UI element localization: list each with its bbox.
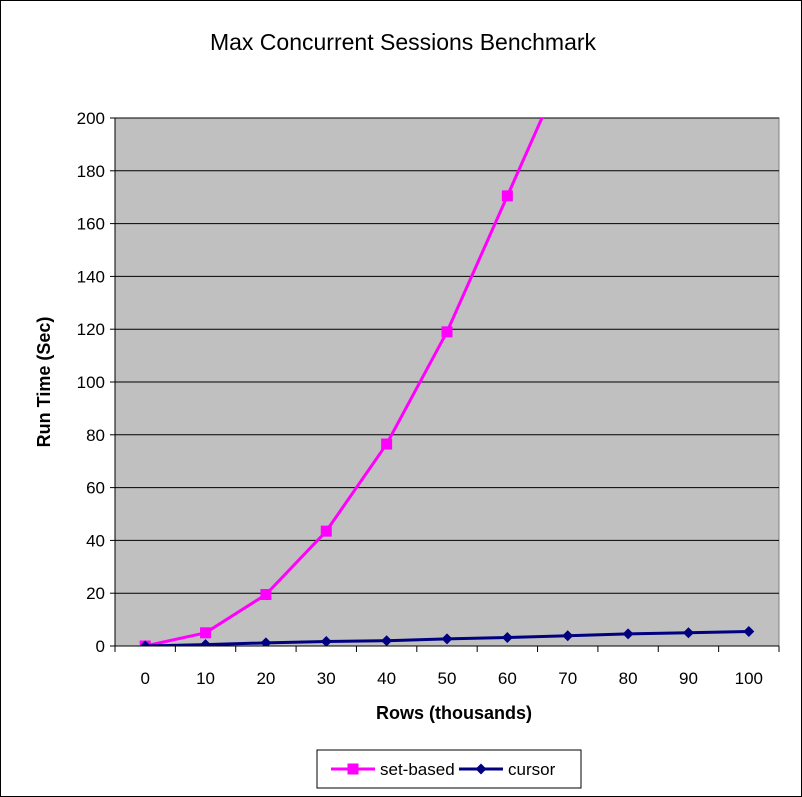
y-tick-label: 0 xyxy=(96,637,105,656)
data-point xyxy=(347,763,359,775)
y-tick-label: 180 xyxy=(77,162,105,181)
y-axis-title: Run Time (Sec) xyxy=(34,317,54,448)
x-tick-label: 40 xyxy=(377,669,396,688)
x-tick-label: 0 xyxy=(140,669,149,688)
y-tick-label: 80 xyxy=(86,426,105,445)
y-tick-label: 60 xyxy=(86,479,105,498)
y-tick-label: 40 xyxy=(86,531,105,550)
data-point xyxy=(441,326,453,338)
y-tick-label: 160 xyxy=(77,215,105,234)
x-tick-label: 10 xyxy=(196,669,215,688)
x-tick-label: 30 xyxy=(317,669,336,688)
y-tick-label: 20 xyxy=(86,584,105,603)
series-layer xyxy=(139,54,755,646)
data-point xyxy=(622,628,634,640)
y-tick-label: 140 xyxy=(77,267,105,286)
x-tick-label: 70 xyxy=(558,669,577,688)
x-tick-label: 80 xyxy=(619,669,638,688)
data-point xyxy=(139,640,151,646)
y-tick-label: 120 xyxy=(77,320,105,339)
data-point xyxy=(260,637,272,646)
x-axis-title: Rows (thousands) xyxy=(376,703,532,723)
series-cursor xyxy=(139,625,755,646)
data-point xyxy=(562,54,573,65)
legend-item-set-based: set-based xyxy=(331,760,455,779)
x-tick-label: 20 xyxy=(256,669,275,688)
data-point xyxy=(200,627,212,639)
series-line xyxy=(144,118,544,646)
data-point xyxy=(743,625,755,637)
chart-title: Max Concurrent Sessions Benchmark xyxy=(210,29,597,55)
x-tick-label: 60 xyxy=(498,669,517,688)
legend-label: set-based xyxy=(380,760,455,779)
x-tick-label: 50 xyxy=(438,669,457,688)
data-point xyxy=(320,525,332,537)
legend-item-cursor: cursor xyxy=(459,760,556,779)
x-tick-label: 90 xyxy=(679,669,698,688)
data-point xyxy=(501,190,513,202)
data-point xyxy=(562,630,574,642)
x-tick-label: 100 xyxy=(735,669,763,688)
data-point xyxy=(381,438,393,450)
y-axis: 0 20 40 60 80 100 120 140 160 180 200 xyxy=(77,109,116,656)
y-tick-label: 100 xyxy=(77,373,105,392)
x-axis: 0 10 20 30 40 50 60 70 80 90 100 xyxy=(114,645,780,688)
data-point xyxy=(260,589,272,601)
legend-label: cursor xyxy=(508,760,556,779)
data-point xyxy=(501,632,513,644)
grid-lines xyxy=(115,117,779,594)
data-point xyxy=(381,635,393,646)
data-point xyxy=(320,636,332,646)
data-point xyxy=(200,639,212,646)
data-point xyxy=(475,763,487,775)
legend: set-based cursor xyxy=(316,749,582,789)
data-point xyxy=(441,633,453,645)
data-point xyxy=(682,627,694,639)
y-tick-label: 200 xyxy=(77,109,105,128)
